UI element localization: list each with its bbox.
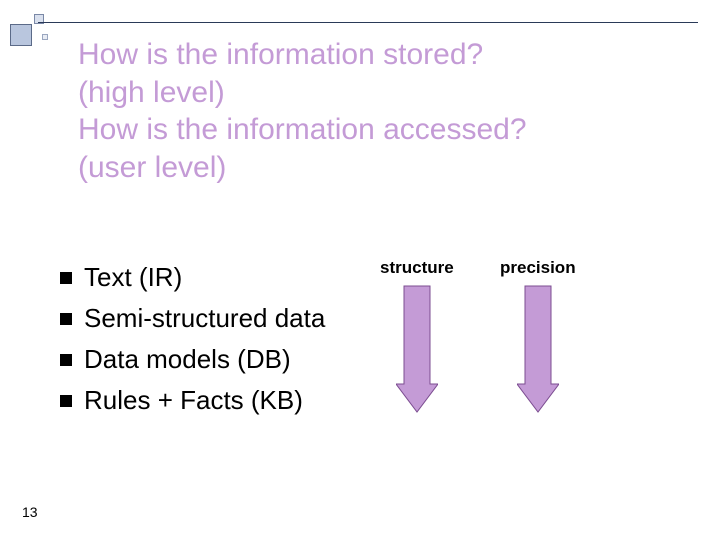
arrow-column-precision: precision [500,258,576,414]
bullet-list: Text (IR) Semi-structured data Data mode… [60,260,325,424]
list-item: Semi-structured data [60,301,325,336]
corner-decoration [0,0,50,50]
bullet-text: Data models (DB) [84,342,291,377]
list-item: Rules + Facts (KB) [60,383,325,418]
arrow-column-structure: structure [380,258,454,414]
title-line-3: How is the information accessed? [78,111,658,149]
top-rule [38,22,698,23]
arrow-label: precision [500,258,576,278]
bullet-icon [60,395,72,407]
title-line-4: (user level) [78,149,658,187]
title-line-2: (high level) [78,74,658,112]
bullet-text: Semi-structured data [84,301,325,336]
deco-square-large [10,24,32,46]
title-line-1: How is the information stored? [78,36,658,74]
list-item: Text (IR) [60,260,325,295]
slide-title: How is the information stored? (high lev… [78,36,658,186]
bullet-text: Text (IR) [84,260,182,295]
arrow-label: structure [380,258,454,278]
page-number: 13 [22,504,38,520]
down-arrow-icon [396,284,438,414]
bullet-icon [60,272,72,284]
bullet-text: Rules + Facts (KB) [84,383,303,418]
list-item: Data models (DB) [60,342,325,377]
bullet-icon [60,354,72,366]
deco-square-small-2 [42,34,48,40]
bullet-icon [60,313,72,325]
down-arrow-icon [517,284,559,414]
